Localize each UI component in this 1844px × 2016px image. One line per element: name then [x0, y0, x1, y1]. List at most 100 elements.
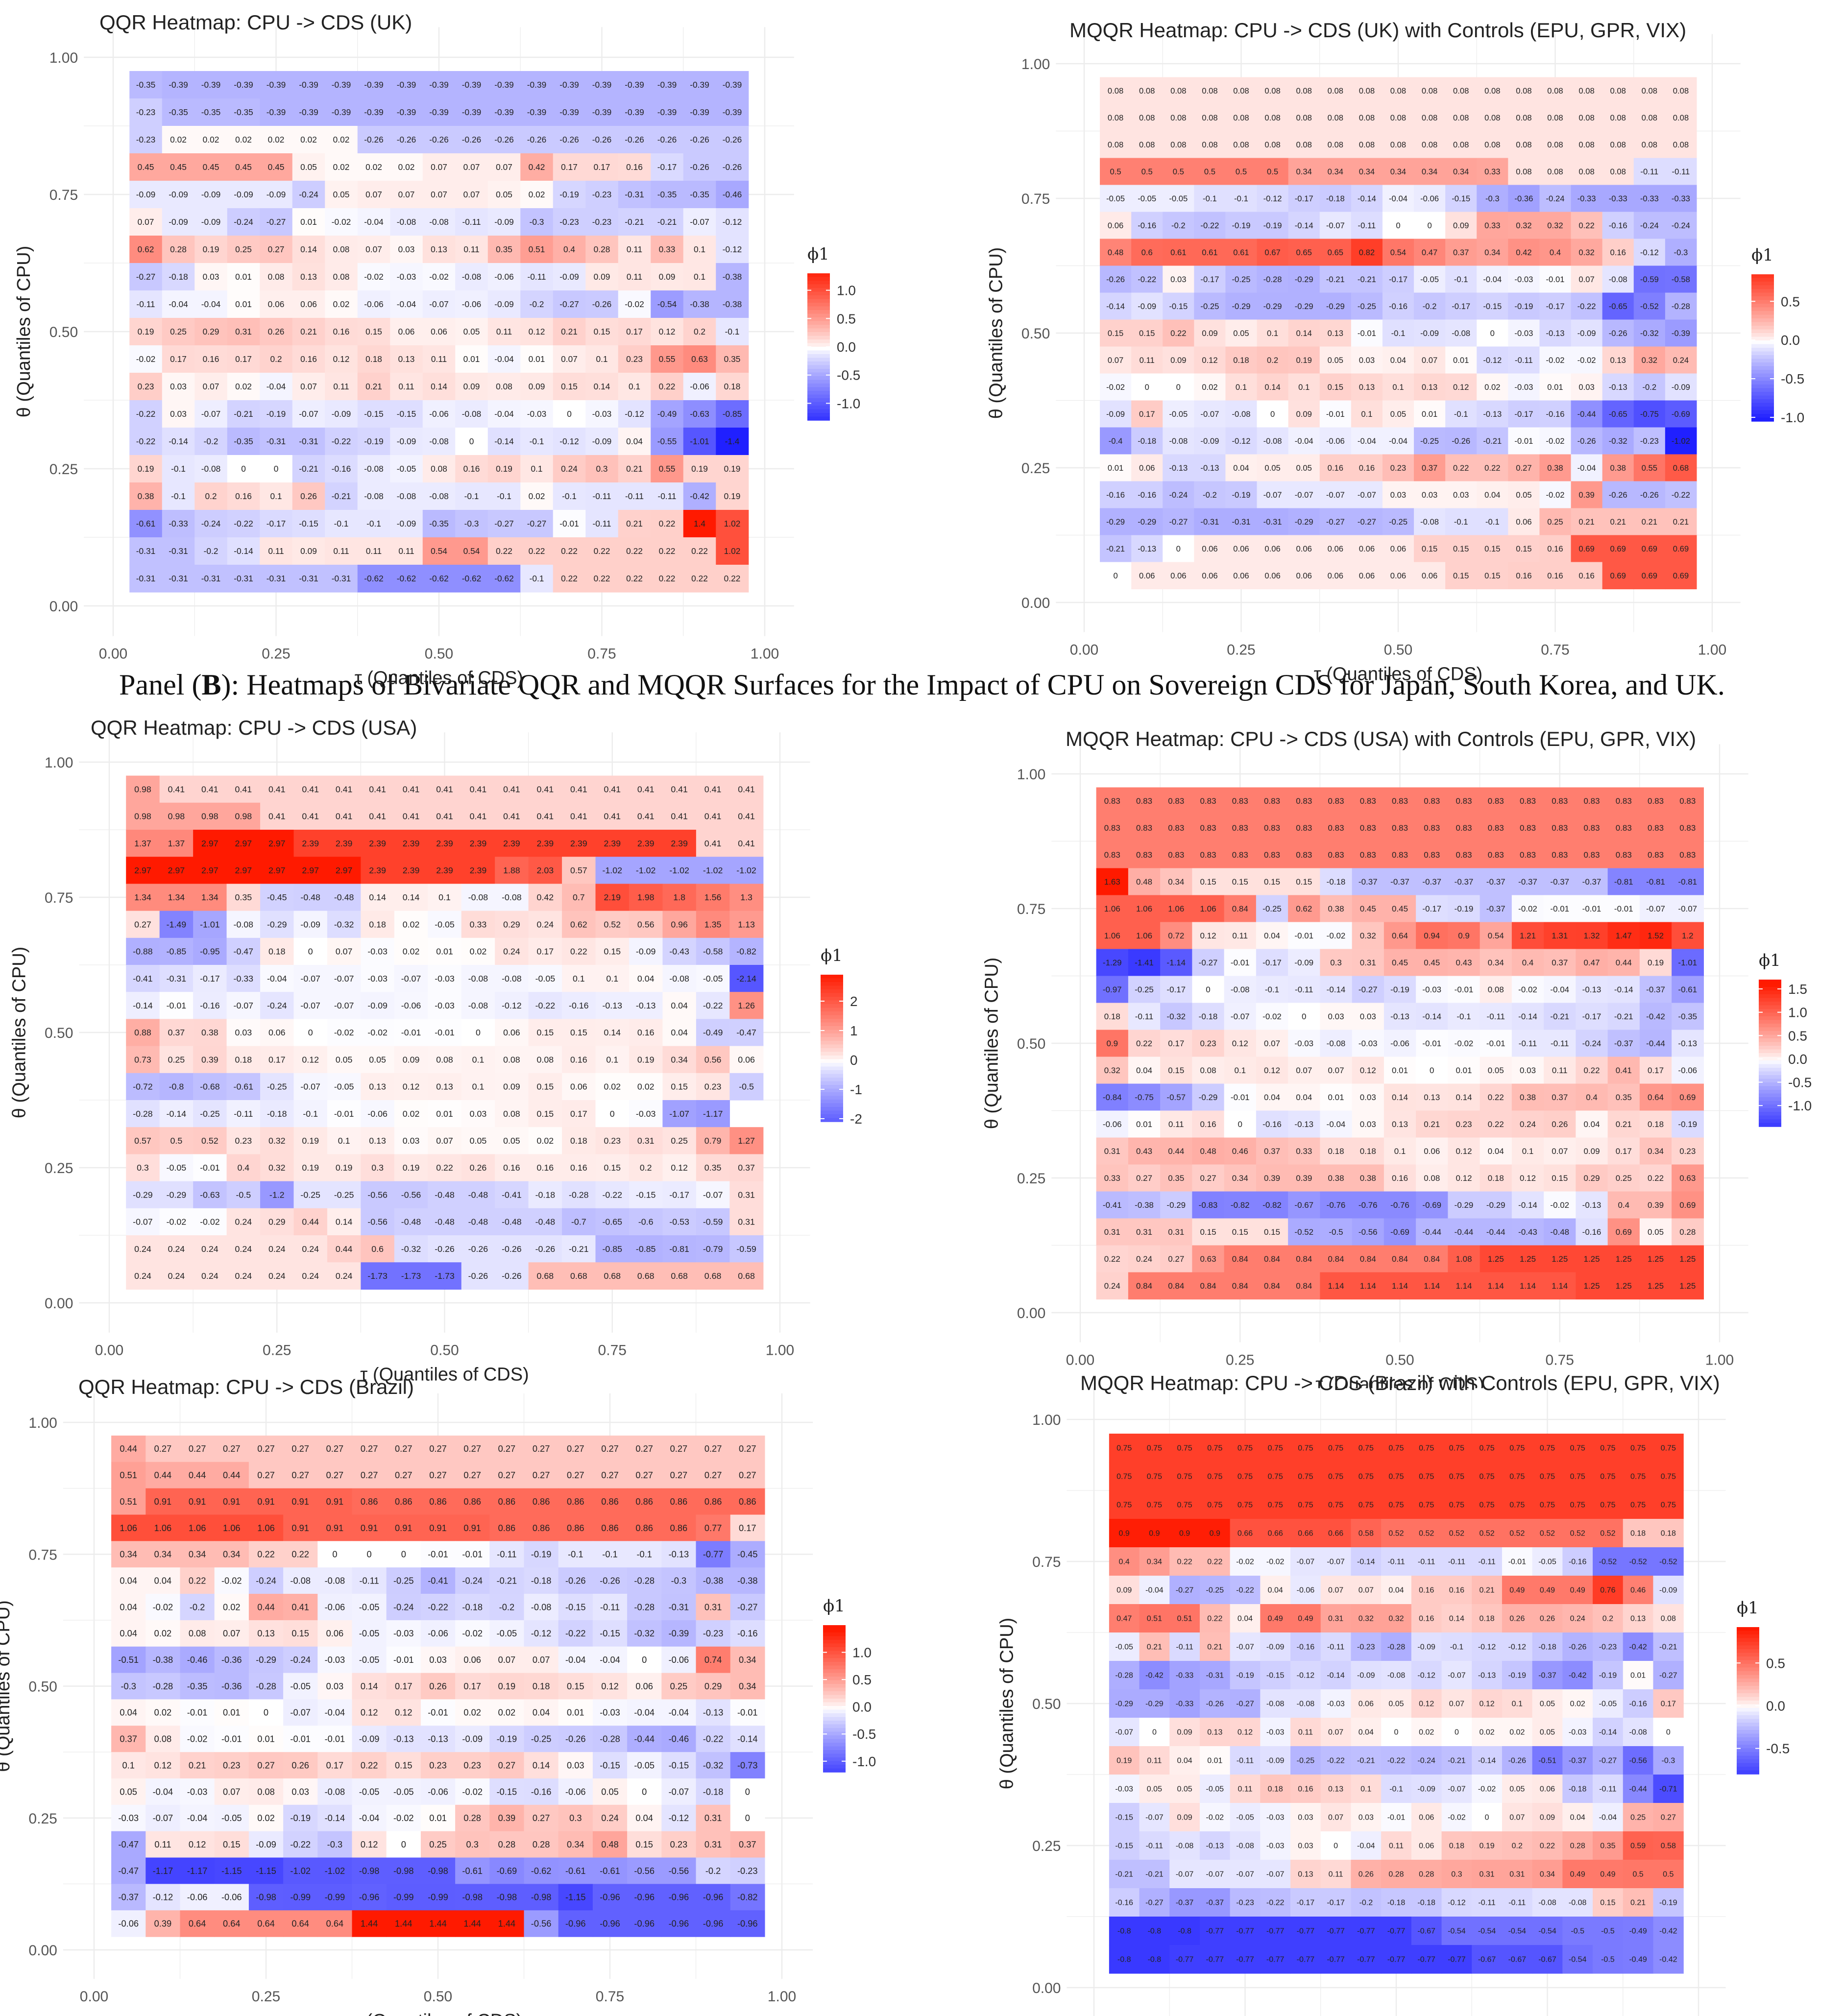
heatmap-cell: [455, 181, 488, 209]
cell-value: -0.02: [1478, 1785, 1496, 1794]
cell-value: 2.97: [302, 865, 319, 875]
cell-value: 0.01: [235, 299, 252, 309]
cell-value: 1.06: [120, 1523, 137, 1533]
cell-value: -0.04: [267, 974, 287, 984]
cell-value: 0.15: [567, 1681, 584, 1691]
cell-value: 0.04: [1296, 1093, 1312, 1102]
cell-value: 0.48: [1136, 877, 1152, 887]
legend-swatch: [821, 1044, 843, 1049]
cell-value: 0.25: [670, 1681, 688, 1691]
legend-swatch: [807, 416, 830, 421]
cell-value: -0.48: [468, 1190, 488, 1200]
cell-value: -0.2: [499, 1602, 514, 1612]
cell-value: 0.13: [1630, 1614, 1646, 1623]
heatmap-cell: [292, 208, 325, 236]
cell-value: -0.52: [1294, 1227, 1313, 1237]
cell-value: -0.17: [1546, 302, 1565, 311]
cell-value: 0.86: [567, 1523, 584, 1533]
cell-value: 0.19: [691, 464, 708, 474]
cell-value: 0.07: [300, 382, 317, 391]
cell-value: 0.15: [604, 947, 621, 957]
cell-value: -0.02: [364, 272, 383, 282]
cell-value: -0.11: [234, 1109, 253, 1119]
cell-value: -0.44: [1577, 409, 1596, 419]
x-tick-label: 0.25: [1227, 642, 1255, 658]
cell-value: -0.08: [364, 491, 383, 501]
cell-value: -0.37: [1206, 1898, 1224, 1907]
heatmap-cell: [227, 345, 260, 373]
caption-letter: B: [201, 669, 221, 701]
cell-value: 0.01: [529, 354, 545, 364]
cell-value: -0.17: [1582, 1012, 1601, 1021]
cell-value: 0.83: [1584, 796, 1600, 806]
cell-value: -0.03: [1327, 1700, 1345, 1708]
cell-value: 0.35: [1616, 1093, 1632, 1102]
cell-value: -0.15: [1452, 194, 1470, 203]
cell-value: -0.21: [1145, 1870, 1164, 1879]
cell-value: -0.31: [1200, 517, 1219, 527]
legend-swatch: [823, 1739, 846, 1743]
cell-value: 0.75: [1237, 1501, 1253, 1510]
heatmap-cell: [520, 181, 554, 209]
cell-value: 0.03: [1360, 1012, 1376, 1021]
heatmap-cell: [325, 236, 358, 264]
cell-value: 0.45: [170, 162, 187, 172]
legend-swatch: [807, 321, 830, 325]
cell-value: -0.26: [592, 299, 611, 309]
cell-value: -0.21: [625, 217, 644, 227]
cell-value: 0.09: [1170, 356, 1186, 365]
cell-value: 0.27: [670, 1443, 688, 1454]
cell-value: 0.07: [436, 1136, 453, 1146]
cell-value: -0.26: [527, 135, 546, 144]
x-tick-label: 0.00: [1070, 642, 1098, 658]
legend-swatch: [1759, 1005, 1781, 1009]
cell-value: 0.13: [1424, 1093, 1440, 1102]
heatmap-cell: [325, 428, 358, 456]
x-tick-label: 0.25: [263, 1343, 291, 1359]
cell-value: -0.07: [1358, 490, 1376, 500]
cell-value: 0.11: [1140, 356, 1155, 365]
cell-value: 0.13: [1422, 383, 1437, 392]
cell-value: 0: [1302, 1012, 1306, 1021]
cell-value: -0.48: [502, 1217, 522, 1227]
cell-value: 0.22: [561, 546, 578, 556]
cell-value: 0.86: [533, 1523, 550, 1533]
color-legend: ϕ10.50.0-0.5: [1737, 1598, 1790, 1775]
cell-value: -0.31: [136, 574, 155, 583]
heatmap-cell: [487, 400, 521, 428]
cell-value: -0.13: [393, 1734, 414, 1744]
cell-value: -0.05: [1420, 275, 1439, 284]
cell-value: 0.64: [189, 1919, 206, 1929]
cell-value: -0.06: [1678, 1066, 1697, 1075]
heatmap-cell: [292, 263, 325, 291]
cell-value: -0.26: [592, 135, 611, 144]
heatmap-cell: [390, 400, 423, 428]
cell-value: 0.75: [1600, 1501, 1615, 1510]
cell-value: -0.07: [690, 217, 709, 227]
cell-value: 0.02: [154, 1628, 172, 1638]
legend-swatch: [821, 985, 843, 990]
cell-value: 0.11: [154, 1839, 171, 1849]
cell-value: 0.08: [1264, 140, 1280, 149]
cell-value: -0.42: [1569, 1671, 1587, 1680]
cell-value: -0.48: [435, 1217, 455, 1227]
cell-value: 1.27: [738, 1136, 755, 1146]
cell-value: 0.27: [567, 1443, 584, 1454]
cell-value: -0.06: [669, 1655, 689, 1665]
cell-value: -0.11: [1672, 167, 1690, 176]
cell-value: 0.41: [503, 812, 520, 821]
cell-value: 0.16: [1610, 248, 1626, 257]
cell-value: 0.35: [724, 354, 741, 364]
cell-value: -0.04: [359, 1813, 380, 1823]
cell-value: 0.27: [291, 1470, 309, 1480]
cell-value: -0.19: [497, 1734, 517, 1744]
cell-value: 0.83: [1552, 796, 1568, 806]
legend-swatch: [1737, 1708, 1759, 1712]
cell-value: -1.02: [703, 865, 723, 875]
cell-value: 0.31: [738, 1217, 755, 1227]
legend-swatch: [1737, 1711, 1759, 1716]
cell-value: 1.34: [134, 892, 151, 902]
cell-value: 0.12: [601, 1681, 619, 1691]
y-tick-label: 0.25: [1032, 1838, 1061, 1854]
cell-value: 0.1: [472, 1082, 485, 1092]
